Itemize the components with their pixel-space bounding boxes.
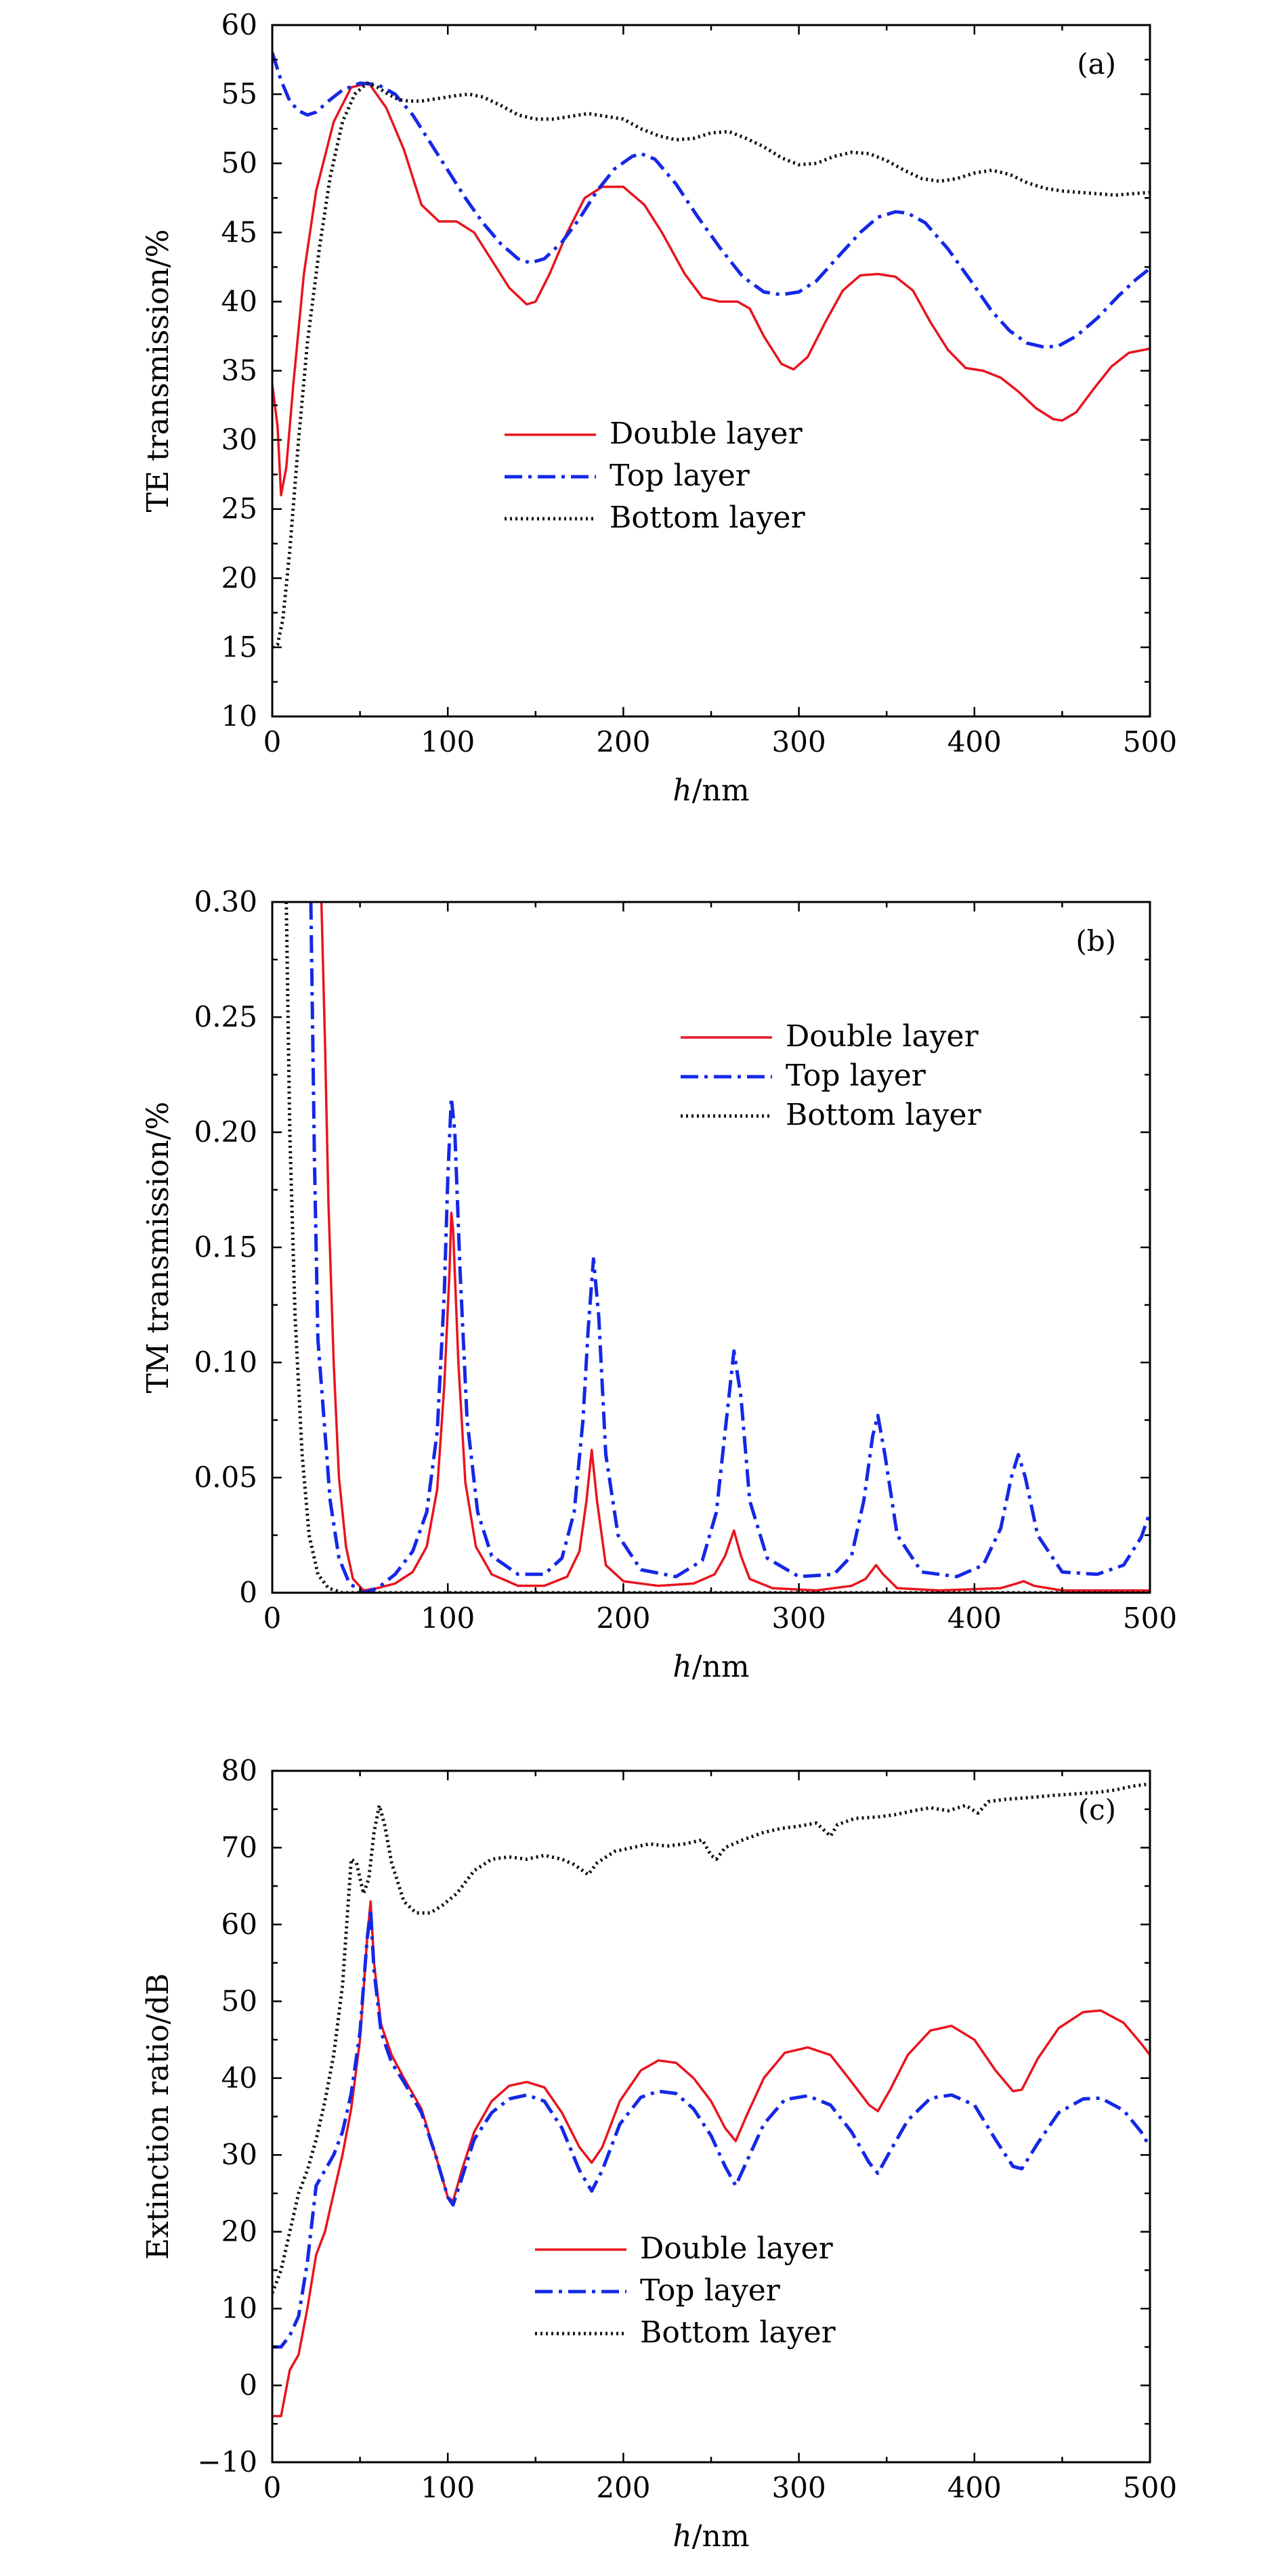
y-tick-label: 15 — [221, 630, 257, 664]
x-tick-label: 300 — [772, 725, 826, 758]
series-line-top-layer — [309, 902, 1150, 1593]
y-axis-label: TM transmission/% — [141, 1102, 175, 1394]
y-tick-label: 30 — [221, 2138, 257, 2171]
y-tick-label: 60 — [221, 1908, 257, 1941]
chart-panel-2: 0 100 200 300 400 500 0 0.05 0.10 0.15 0.20 0.25 0.3… — [141, 885, 1177, 1684]
x-tick-label: 300 — [772, 2471, 826, 2504]
x-tick-label: 500 — [1123, 2471, 1177, 2504]
series-line-bottom-layer — [272, 1782, 1150, 2294]
plot-frame — [271, 1769, 1151, 2464]
legend-label: Double layer — [640, 2231, 834, 2266]
x-tick-label: 300 — [772, 1602, 826, 1635]
legend-label: Top layer — [786, 1058, 926, 1093]
chart-panel-1: 0 100 200 300 400 500 10 15 20 25 30 35 40 45 50 55 60 h/… — [141, 8, 1177, 808]
y-tick-label: 0.25 — [194, 1000, 257, 1033]
x-tick-label: 100 — [421, 2471, 475, 2504]
y-tick-label: 0.20 — [194, 1115, 257, 1149]
y-tick-label: 50 — [221, 146, 257, 179]
y-tick-label: 35 — [221, 354, 257, 387]
plot-frame — [271, 901, 1151, 1594]
legend-label: Top layer — [640, 2273, 781, 2308]
x-axis-label: h/nm — [673, 773, 749, 808]
y-tick-label: 55 — [221, 77, 257, 110]
x-tick-label: 200 — [596, 2471, 650, 2504]
x-axis-label: h/nm — [673, 2519, 749, 2554]
y-tick-label: 0.30 — [194, 885, 257, 918]
y-tick-label: 40 — [221, 284, 257, 318]
legend-label: Bottom layer — [786, 1098, 982, 1132]
x-tick-label: 0 — [263, 2471, 282, 2504]
legend-label: Double layer — [610, 416, 803, 451]
y-tick-label: 20 — [221, 2215, 257, 2248]
x-tick-label: 400 — [947, 2471, 1002, 2504]
x-tick-label: 0 — [263, 725, 282, 758]
y-axis-label: TE transmission/% — [141, 230, 175, 513]
x-axis-variable: h — [673, 1650, 691, 1684]
x-axis-unit: /nm — [692, 1650, 750, 1684]
legend-label: Top layer — [610, 458, 750, 493]
panel-label: (b) — [1075, 924, 1116, 958]
y-tick-label: 50 — [221, 1984, 257, 2017]
y-tick-label: −10 — [197, 2445, 257, 2478]
series-line-top-layer — [272, 52, 1150, 349]
y-tick-label: 60 — [221, 8, 257, 41]
series-line-double-layer — [320, 902, 1150, 1592]
y-tick-label: 80 — [221, 1754, 257, 1787]
y-tick-label: 45 — [221, 215, 257, 249]
x-axis-variable: h — [673, 2519, 691, 2554]
legend-label: Bottom layer — [640, 2315, 836, 2350]
legend-label: Double layer — [786, 1019, 979, 1054]
x-axis-unit: /nm — [692, 2519, 750, 2554]
x-axis-label: h/nm — [673, 1650, 749, 1684]
y-axis-label: Extinction ratio/dB — [141, 1973, 175, 2260]
x-tick-label: 500 — [1123, 1602, 1177, 1635]
x-axis-variable: h — [673, 773, 691, 808]
y-tick-label: 25 — [221, 492, 257, 525]
y-tick-label: 70 — [221, 1830, 257, 1864]
y-tick-label: 10 — [221, 2292, 257, 2325]
y-tick-label: 0.15 — [194, 1230, 257, 1264]
plot-frame — [271, 24, 1151, 718]
x-tick-label: 100 — [421, 725, 475, 758]
y-tick-label: 10 — [221, 700, 257, 733]
y-tick-label: 20 — [221, 561, 257, 595]
series-line-bottom-layer — [272, 81, 1150, 649]
x-tick-label: 0 — [263, 1602, 282, 1635]
x-tick-label: 400 — [947, 725, 1002, 758]
series-line-double-layer — [272, 82, 1150, 497]
panel-label: (a) — [1077, 47, 1116, 81]
x-tick-label: 200 — [596, 725, 650, 758]
x-axis-unit: /nm — [692, 773, 750, 808]
legend-label: Bottom layer — [610, 500, 806, 535]
x-tick-label: 200 — [596, 1602, 650, 1635]
chart-panel-3: 0 100 200 300 400 500−1001020304050607080h/nm… — [141, 1754, 1177, 2554]
x-tick-label: 500 — [1123, 725, 1177, 758]
x-tick-label: 100 — [421, 1602, 475, 1635]
y-tick-label: 0 — [239, 2369, 257, 2402]
y-tick-label: 0.10 — [194, 1346, 257, 1379]
y-tick-label: 30 — [221, 423, 257, 456]
x-tick-label: 400 — [947, 1602, 1002, 1635]
panel-label: (c) — [1078, 1793, 1116, 1826]
y-tick-label: 0 — [239, 1576, 257, 1609]
y-tick-label: 0.05 — [194, 1461, 257, 1494]
y-tick-label: 40 — [221, 2061, 257, 2095]
